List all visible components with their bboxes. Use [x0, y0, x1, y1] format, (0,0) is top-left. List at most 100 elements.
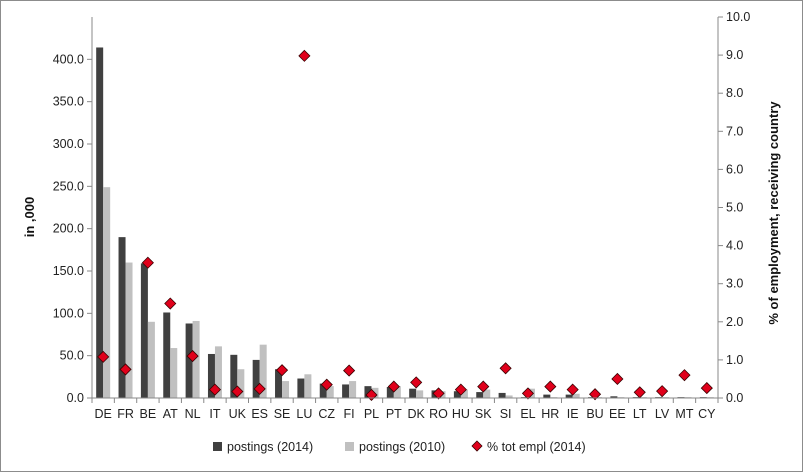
marker-pct-empl-be	[141, 256, 154, 269]
bar-postings-2014-at	[163, 312, 171, 398]
right-tick-label: 1.0	[726, 353, 743, 367]
bar-postings-2014-es	[252, 359, 260, 398]
bar-postings-2010-dk	[416, 390, 424, 398]
x-tick-label-mt: MT	[675, 407, 693, 421]
marker-pct-empl-lv	[656, 385, 669, 398]
bar-postings-2010-it	[214, 346, 222, 398]
x-tick-label-pl: PL	[364, 407, 379, 421]
right-tick-label: 3.0	[726, 277, 743, 291]
bar-postings-2014-hu	[453, 391, 461, 398]
y-right-axis-title: % of employment, receiving country	[766, 101, 781, 325]
legend-swatch-pct-tot-empl	[471, 440, 483, 452]
left-tick-label: 0.0	[67, 391, 84, 405]
bar-postings-2014-de	[96, 47, 104, 398]
legend-swatch-postings-2010	[345, 442, 354, 451]
x-tick-label-ro: RO	[429, 407, 448, 421]
left-tick-label: 350.0	[53, 95, 84, 109]
bar-postings-2010-es	[259, 344, 267, 398]
marker-pct-empl-ro	[432, 387, 445, 400]
x-axis-ticks: DE FR BE AT NL IT UK ES SE LU CZ FI PL PT DK RO HU SK SI EL…	[91, 398, 719, 421]
x-tick-label-nl: NL	[185, 407, 201, 421]
bar-postings-2010-nl	[192, 320, 200, 398]
marker-pct-empl-es	[253, 382, 266, 395]
bar-postings-2010-si	[505, 395, 513, 398]
left-tick-label: 100.0	[53, 306, 84, 320]
marker-pct-empl-el	[521, 387, 535, 400]
bar-postings-2014-hr	[543, 394, 551, 398]
marker-pct-empl-pt	[387, 380, 400, 393]
x-tick-label-ee: EE	[609, 407, 626, 421]
markers-layer	[97, 49, 713, 402]
right-tick-label: 9.0	[726, 48, 743, 62]
left-tick-label: 200.0	[53, 222, 84, 236]
bar-postings-2010-be	[147, 321, 155, 398]
marker-pct-empl-se	[275, 364, 289, 377]
bar-postings-2014-pt	[386, 386, 394, 398]
marker-pct-empl-lt	[633, 386, 646, 399]
left-tick-label: 150.0	[53, 264, 84, 278]
x-tick-label-el: EL	[520, 407, 535, 421]
marker-pct-empl-cy	[700, 382, 713, 395]
x-tick-label-it: IT	[209, 407, 220, 421]
y-left-axis-title: in ,000	[22, 197, 37, 237]
bar-postings-2014-ee	[610, 396, 618, 398]
legend-swatch-postings-2014	[213, 442, 222, 451]
x-tick-label-si: SI	[500, 407, 512, 421]
bar-postings-2010-ie	[572, 393, 580, 398]
bar-postings-2014-ie	[565, 394, 573, 398]
legend-label-postings-2010: postings (2010)	[359, 440, 445, 454]
x-tick-label-pt: PT	[386, 407, 402, 421]
bar-postings-2014-fr	[118, 237, 126, 398]
marker-pct-empl-cz	[320, 378, 333, 391]
marker-pct-empl-de	[97, 350, 110, 363]
marker-pct-empl-uk	[231, 385, 244, 398]
x-tick-label-lv: LV	[655, 407, 670, 421]
bar-postings-2010-hu	[460, 389, 468, 398]
left-tick-label: 300.0	[53, 137, 84, 151]
marker-pct-empl-hu	[454, 383, 467, 396]
x-tick-label-fr: FR	[117, 407, 134, 421]
bar-postings-2010-se	[282, 381, 290, 398]
bar-postings-2014-se	[275, 369, 283, 398]
bar-postings-2010-lu	[304, 374, 312, 398]
bar-postings-2010-fi	[349, 381, 357, 398]
bar-postings-2014-cz	[319, 383, 327, 398]
right-tick-label: 8.0	[726, 86, 743, 100]
marker-pct-empl-si	[499, 362, 512, 375]
right-tick-label: 7.0	[726, 124, 743, 138]
marker-pct-empl-ee	[611, 372, 624, 386]
bar-postings-2014-be	[140, 263, 148, 398]
marker-pct-empl-sk	[477, 380, 490, 393]
x-tick-label-de: DE	[94, 407, 111, 421]
right-axis-ticks: 0.0 1.0 2.0 3.0 4.0 5.0 6.0 7.0 8.0 9.0 10.0	[718, 10, 750, 405]
marker-pct-empl-hr	[544, 380, 557, 393]
x-tick-label-ie: IE	[567, 407, 579, 421]
legend-label-pct-tot-empl: % tot empl (2014)	[487, 440, 586, 454]
x-tick-label-es: ES	[251, 407, 268, 421]
right-tick-label: 10.0	[726, 10, 750, 24]
marker-pct-empl-lu	[298, 49, 311, 62]
bar-postings-2014-it	[207, 353, 215, 398]
bar-postings-2014-pl	[364, 386, 372, 398]
bar-postings-2014-nl	[185, 323, 193, 398]
x-tick-label-hu: HU	[452, 407, 470, 421]
bar-postings-2014-fi	[342, 384, 350, 398]
bar-postings-2010-de	[103, 187, 111, 398]
bar-postings-2014-si	[498, 392, 506, 398]
left-tick-label: 50.0	[60, 349, 84, 363]
x-tick-label-bu: BU	[586, 407, 603, 421]
x-tick-label-sk: SK	[475, 407, 492, 421]
bars-layer	[96, 47, 714, 398]
marker-pct-empl-bu	[588, 388, 602, 401]
bar-postings-2010-pt	[393, 386, 401, 398]
bar-postings-2014-sk	[476, 392, 484, 398]
bar-postings-2014-uk	[230, 354, 238, 398]
bar-postings-2010-sk	[483, 389, 491, 398]
marker-pct-empl-it	[208, 383, 222, 396]
marker-pct-empl-fr	[119, 363, 132, 376]
right-tick-label: 4.0	[726, 239, 743, 253]
bar-postings-2014-dk	[409, 388, 417, 398]
x-tick-label-at: AT	[163, 407, 178, 421]
